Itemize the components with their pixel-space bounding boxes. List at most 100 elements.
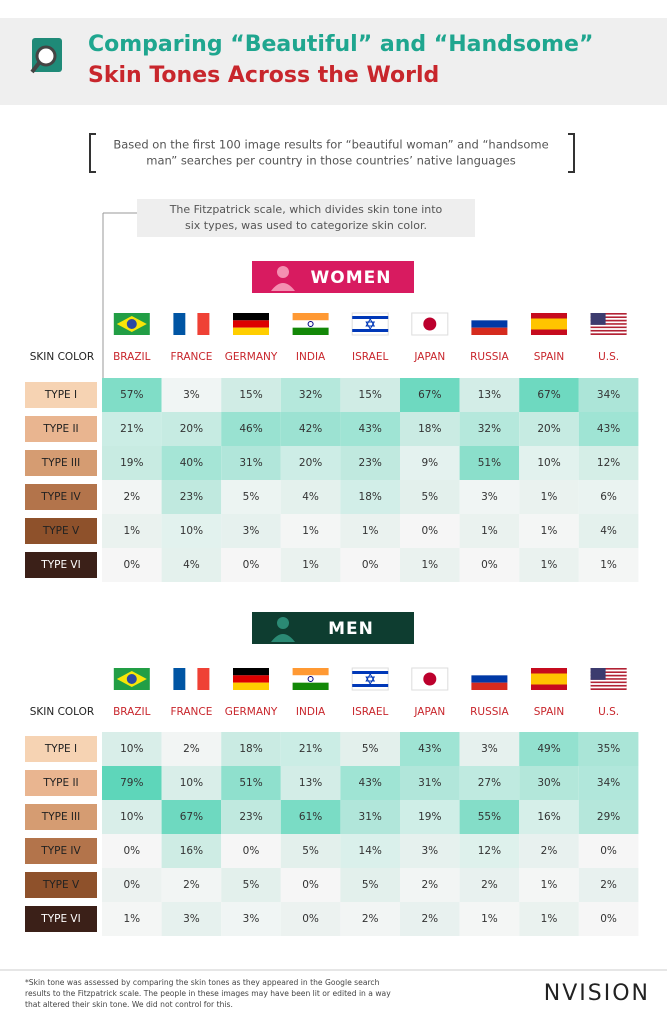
flag-part [471,682,508,690]
flag-part [365,676,376,686]
badge-icon [271,634,295,642]
flag-part [471,675,508,683]
cell-value: 1% [541,525,558,537]
cell [280,868,341,902]
cell [519,732,579,766]
badge-icon [271,283,295,291]
badge-icon [277,266,289,278]
cell-value: 4% [600,525,617,537]
cell [400,548,460,582]
flag-part [590,326,627,329]
flag-part [590,673,627,675]
section-label: MEN [328,619,374,639]
cell-value: 10% [120,743,143,755]
flag-part [233,682,269,690]
footnote: *Skin tone was assessed by comparing the… [25,978,380,987]
cell-value: 51% [239,777,262,789]
flag-part [471,327,508,335]
cell-value: 16% [180,845,203,857]
type-label: TYPE VI [40,913,80,925]
cell [400,480,460,514]
country-label: BRAZIL [113,351,151,363]
cell [400,834,460,868]
cell [161,800,222,834]
type-label-bg [25,552,97,578]
cell [519,412,579,446]
cell-value: 0% [302,913,319,925]
cell [459,548,520,582]
cell-value: 3% [243,913,260,925]
cell [340,902,400,936]
cell-value: 23% [239,811,262,823]
cell-value: 30% [537,777,560,789]
cell [459,732,520,766]
cell [400,868,460,902]
flag-part [590,678,627,680]
cell-value: 1% [123,913,140,925]
flag-part [590,333,627,335]
cell [400,902,460,936]
cell [280,834,341,868]
cell [161,480,222,514]
cell-value: 1% [362,525,379,537]
cell [161,548,222,582]
cell-value: 13% [299,777,322,789]
flag-part [233,668,269,676]
cell [400,514,460,548]
cell [280,514,341,548]
cell [102,378,162,412]
cell-value: 5% [243,879,260,891]
cell [459,766,520,800]
cell [102,514,162,548]
title-icon [30,38,62,74]
cell [519,378,579,412]
cell-value: 15% [239,389,262,401]
cell [102,480,162,514]
flag-part [590,318,627,320]
cell [459,412,520,446]
cell-value: 67% [537,389,560,401]
cell-value: 18% [239,743,262,755]
flag-part [185,668,198,690]
cell [578,868,639,902]
cell-value: 1% [481,913,498,925]
cell-value: 1% [541,559,558,571]
cell [221,902,281,936]
cell-value: 2% [481,879,498,891]
flag-part [590,328,627,330]
flag-part [352,684,389,687]
cell-value: 49% [537,743,560,755]
note: The Fitzpatrick scale, which divides ski… [169,203,443,216]
cell [280,446,341,480]
type-label: TYPE I [44,743,77,755]
country-label: GERMANY [225,706,278,718]
country-label: INDIA [296,706,326,718]
flag-part [590,676,627,679]
cell [340,514,400,548]
type-label-bg [25,518,97,544]
cell [102,868,162,902]
country-label: JAPAN [413,706,445,718]
flag-part [590,324,627,327]
cell [221,514,281,548]
cell [578,766,639,800]
cell-value: 31% [359,811,382,823]
cell [340,868,400,902]
cell-value: 79% [120,777,143,789]
flag-part [292,327,329,335]
type-label: TYPE III [41,457,80,469]
country-label: FRANCE [170,351,212,363]
country-label: RUSSIA [470,351,509,363]
cell [221,834,281,868]
cell-value: 31% [239,457,262,469]
cell [161,766,222,800]
flag-part [590,321,627,324]
footnote: that altered their skin tone. We did not… [25,1000,233,1009]
type-label-bg [25,484,97,510]
flag-part [233,320,269,328]
cell [102,446,162,480]
cell [161,732,222,766]
flag-part [590,669,627,672]
cell [519,548,579,582]
cell [459,378,520,412]
